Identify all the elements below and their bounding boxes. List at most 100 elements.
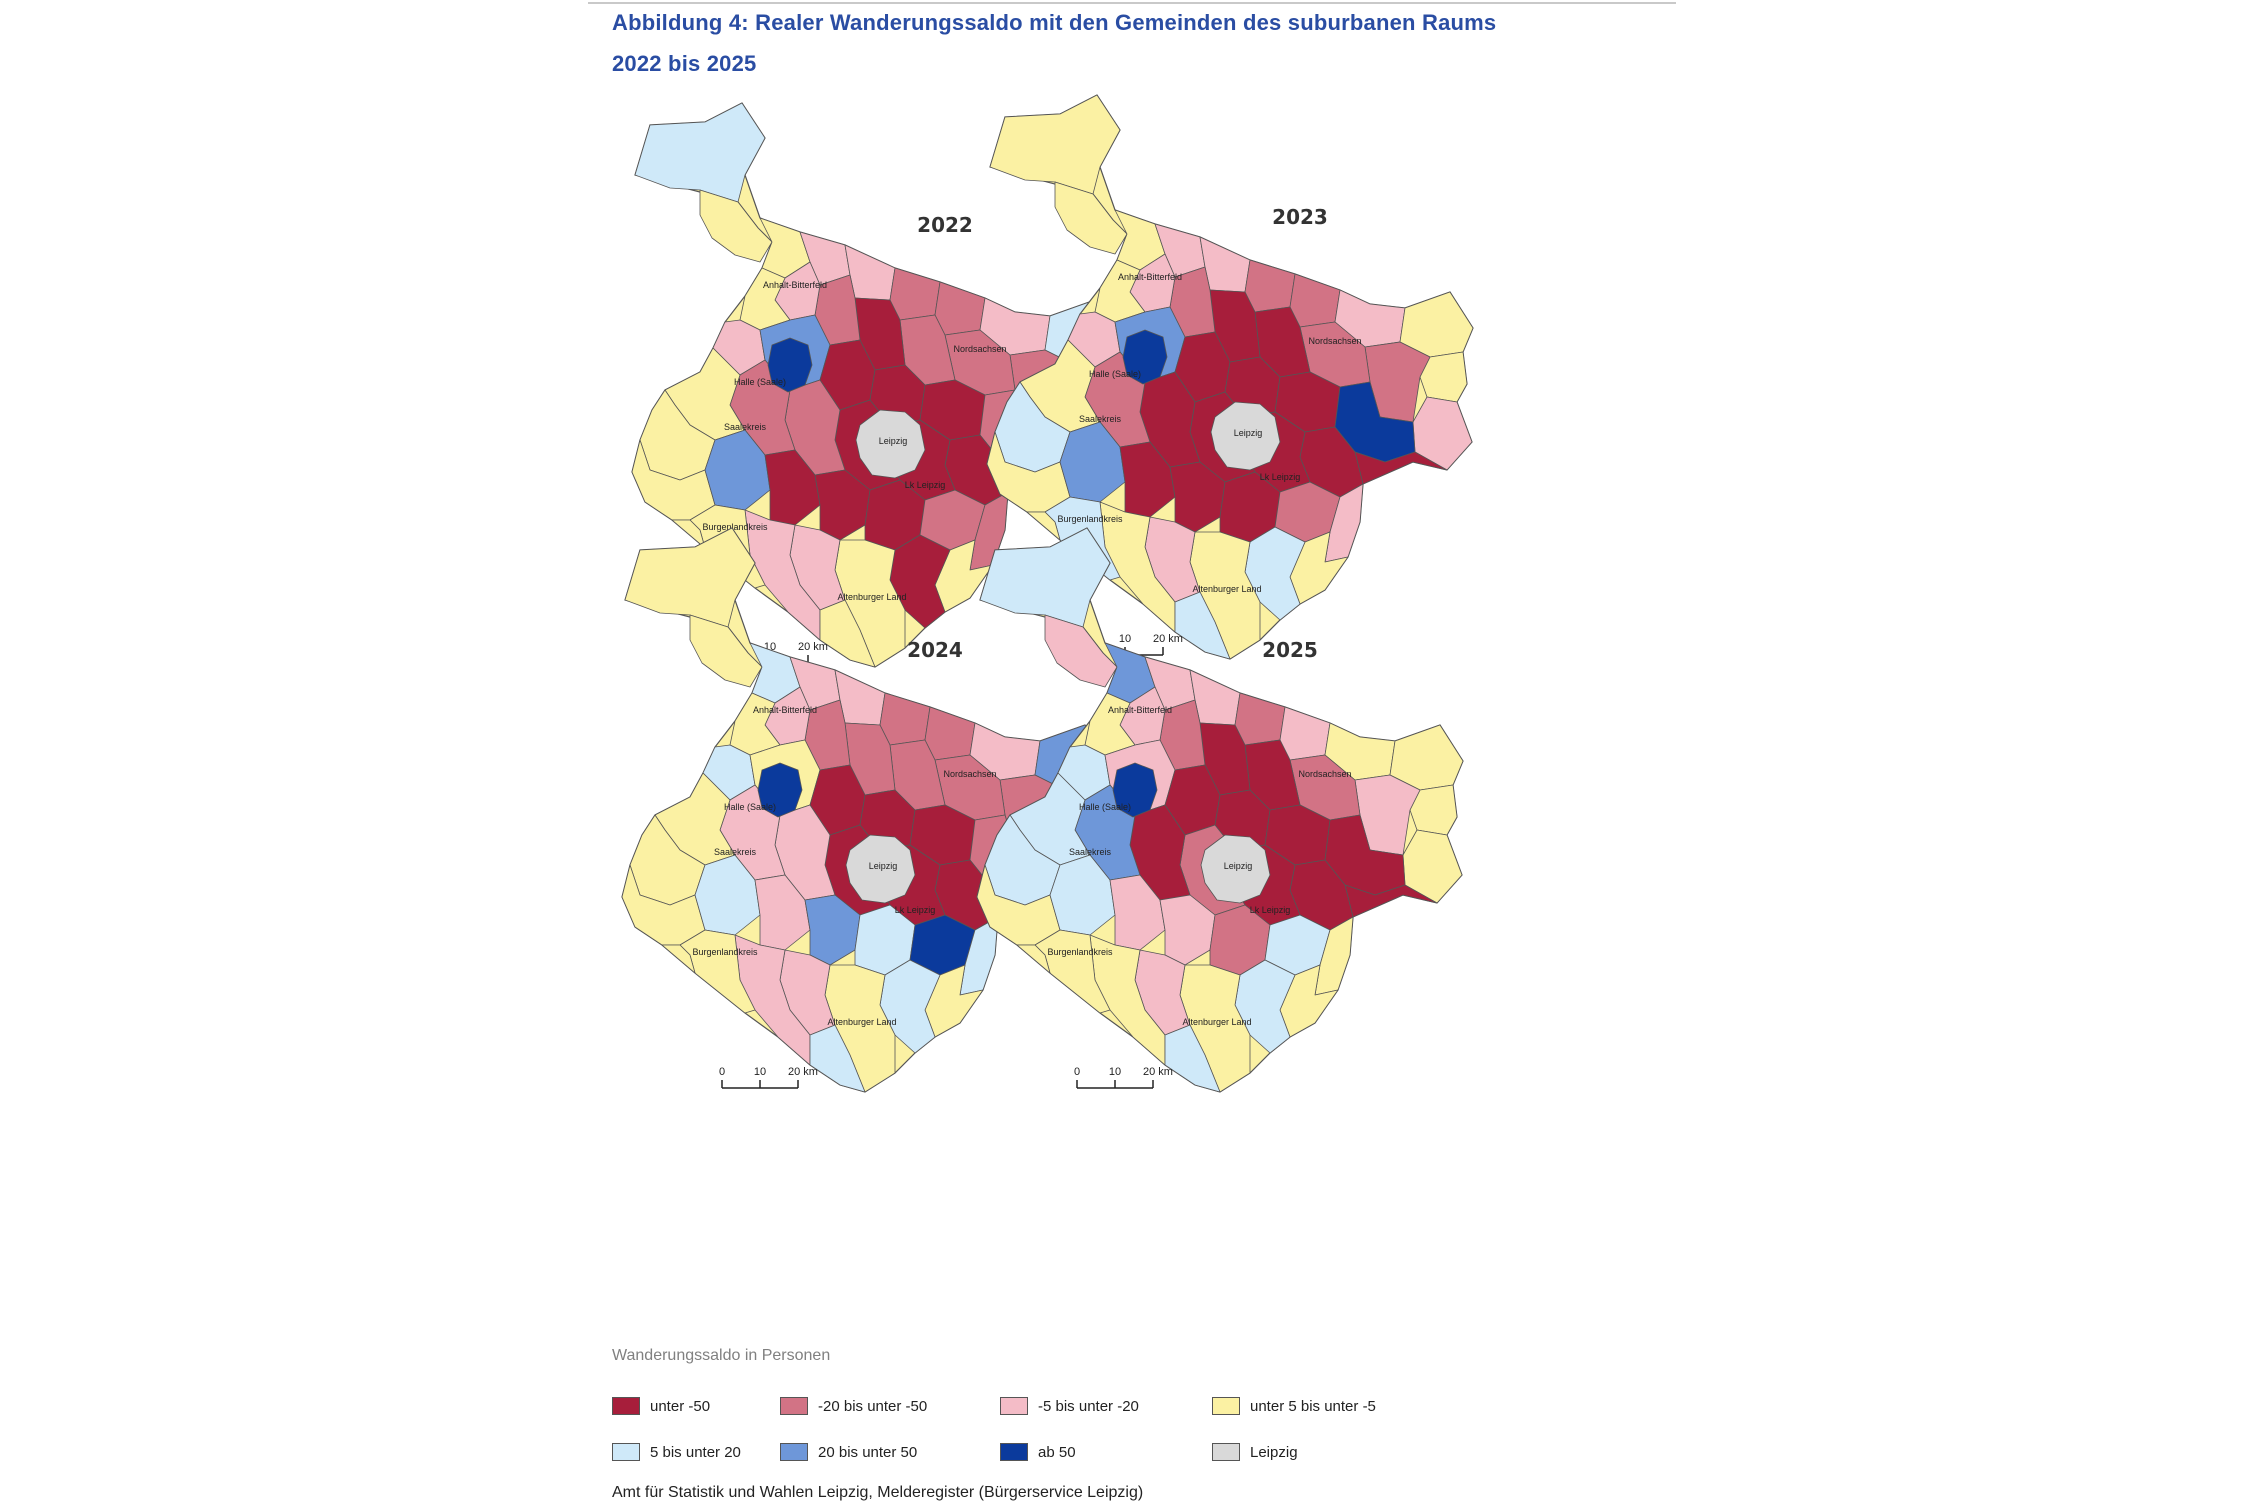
municipality-area (1279, 706, 1331, 761)
legend-swatch (1212, 1397, 1240, 1415)
district-label-anhalt: Anhalt-Bitterfeld (1108, 705, 1172, 715)
district-label-burgenland: Burgenlandkreis (1057, 514, 1123, 524)
municipality-area (1054, 181, 1128, 255)
legend-label: -5 bis unter -20 (1038, 1397, 1139, 1415)
district-label-leipzig: Leipzig (1234, 428, 1263, 438)
legend-label: unter -50 (650, 1397, 711, 1415)
district-label-saalekreis: Saalekreis (1079, 414, 1122, 424)
municipality-area (804, 894, 861, 966)
scale-tick-label: 20 km (798, 641, 828, 653)
legend-label: Leipzig (1250, 1443, 1298, 1461)
municipality-area (764, 449, 821, 526)
halle-area (757, 762, 803, 818)
scale-tick-label: 20 km (1153, 633, 1183, 645)
municipality-area (814, 469, 871, 541)
municipality-area (1234, 692, 1286, 746)
map-2023: 2023 Anhalt-Bitterfeld Nordsachsen Halle (S… (986, 94, 1474, 660)
district-label-altenburg: Altenburger Land (827, 1017, 896, 1027)
scale-tick-label: 10 (754, 1066, 766, 1078)
legend-item-near-zero: unter 5 bis unter -5 (1212, 1394, 1376, 1418)
municipality-area (989, 94, 1121, 195)
halle-area (1112, 762, 1158, 818)
leipzig-city-area (845, 834, 916, 904)
district-label-altenburg: Altenburger Land (1182, 1017, 1251, 1027)
legend-item-ab-50: ab 50 (1000, 1440, 1076, 1464)
legend-item-5-to-20: 5 bis unter 20 (612, 1440, 741, 1464)
municipality-area (754, 874, 811, 951)
legend-swatch (780, 1397, 808, 1415)
district-label-leipzig: Leipzig (1224, 861, 1253, 871)
legend-label: 5 bis unter 20 (650, 1443, 741, 1461)
district-label-saalekreis: Saalekreis (1069, 847, 1112, 857)
district-label-nordsachsen: Nordsachsen (953, 344, 1006, 354)
municipality-area (809, 1024, 866, 1093)
district-label-lkleipzig: Lk Leipzig (895, 905, 936, 915)
scale-tick-label: 10 (1109, 1066, 1121, 1078)
legend-swatch (1000, 1397, 1028, 1415)
district-label-saalekreis: Saalekreis (724, 422, 767, 432)
district-label-lkleipzig: Lk Leipzig (1260, 472, 1301, 482)
municipality-area (889, 267, 941, 321)
district-label-nordsachsen: Nordsachsen (1298, 769, 1351, 779)
scale-tick-label: 20 km (1143, 1066, 1173, 1078)
district-label-halle: Halle (Saale) (1079, 802, 1131, 812)
map-2024: 2024 Anhalt-Bitterfeld Nordsachsen Halle (S… (621, 527, 1109, 1093)
district-label-altenburg: Altenburger Land (1192, 584, 1261, 594)
figure-title: Abbildung 4: Realer Wanderungssaldo mit … (612, 10, 1497, 35)
municipality-area (879, 692, 931, 746)
legend-swatch (780, 1443, 808, 1461)
legend-swatch (1212, 1443, 1240, 1461)
district-label-leipzig: Leipzig (869, 861, 898, 871)
legend-heading: Wanderungssaldo in Personen (612, 1347, 831, 1364)
district-label-lkleipzig: Lk Leipzig (905, 480, 946, 490)
legend-item-unter-minus-50: unter -50 (612, 1394, 710, 1418)
halle-area (767, 337, 813, 393)
district-label-anhalt: Anhalt-Bitterfeld (763, 280, 827, 290)
municipality-area (624, 527, 756, 628)
municipality-area (979, 527, 1111, 628)
legend-swatch (612, 1443, 640, 1461)
municipality-area (1164, 1024, 1221, 1093)
scale-bar: 0 10 20 km (719, 1066, 818, 1089)
municipality-area (1159, 894, 1216, 966)
district-label-anhalt: Anhalt-Bitterfeld (753, 705, 817, 715)
district-label-halle: Halle (Saale) (724, 802, 776, 812)
halle-area (1122, 329, 1168, 385)
district-label-burgenland: Burgenlandkreis (702, 522, 768, 532)
legend-swatch (612, 1397, 640, 1415)
map-year-label: 2023 (1272, 205, 1328, 229)
map-2025: 2025 Anhalt-Bitterfeld Nordsachsen Halle (S… (976, 527, 1464, 1093)
municipality-area (819, 599, 876, 668)
leipzig-city-area (1210, 401, 1281, 471)
municipality-area (1026, 511, 1061, 541)
scale-bar: 0 10 20 km (1074, 1066, 1173, 1089)
district-label-leipzig: Leipzig (879, 436, 908, 446)
municipality-area (1119, 441, 1176, 518)
district-label-nordsachsen: Nordsachsen (1308, 336, 1361, 346)
district-label-saalekreis: Saalekreis (714, 847, 757, 857)
legend-label: unter 5 bis unter -5 (1250, 1397, 1376, 1415)
municipality-area (1109, 874, 1166, 951)
legend-item-minus-5-to-20: -5 bis unter -20 (1000, 1394, 1139, 1418)
legend-label: ab 50 (1038, 1443, 1076, 1461)
top-rule (588, 2, 1676, 4)
district-label-burgenland: Burgenlandkreis (692, 947, 758, 957)
municipality-area (1044, 614, 1118, 688)
legend-label: 20 bis unter 50 (818, 1443, 918, 1461)
map-year-label: 2024 (907, 638, 963, 662)
scale-tick-label: 0 (719, 1066, 725, 1078)
leipzig-city-area (855, 409, 926, 479)
map-year-label: 2022 (917, 213, 973, 237)
municipality-area (689, 614, 763, 688)
municipality-area (671, 519, 706, 549)
source-note: Amt für Statistik und Wahlen Leipzig, Me… (612, 1484, 1144, 1501)
legend-item-leipzig: Leipzig (1212, 1440, 1298, 1464)
district-label-halle: Halle (Saale) (734, 377, 786, 387)
figure-title-years: 2022 bis 2025 (612, 51, 757, 76)
legend-item-minus-20-to-50: -20 bis unter -50 (780, 1394, 927, 1418)
leipzig-city-area (1200, 834, 1271, 904)
municipality-area (699, 189, 773, 263)
legend-label: -20 bis unter -50 (818, 1397, 928, 1415)
municipality-area (924, 706, 976, 761)
